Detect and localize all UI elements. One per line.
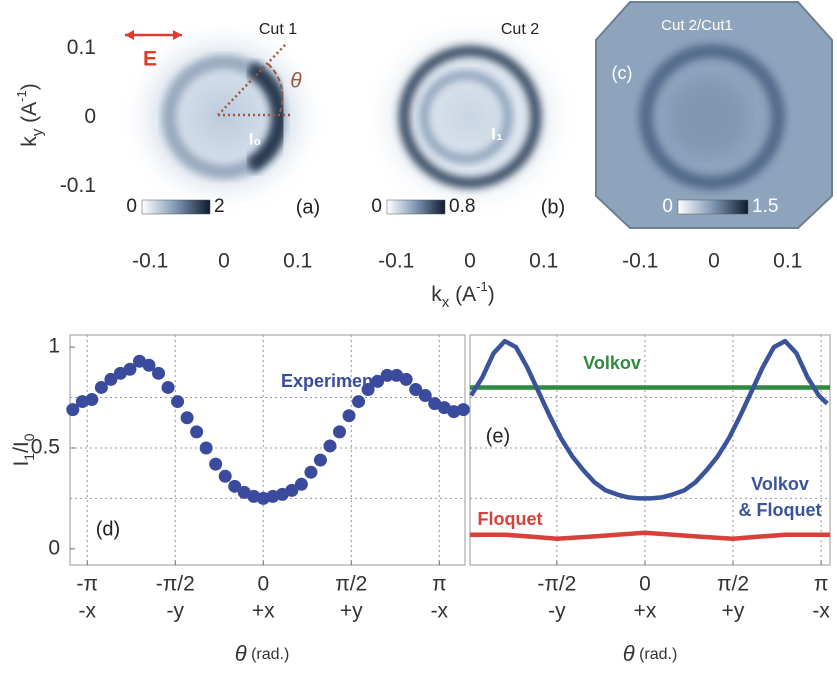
- plot-frame: [469, 334, 831, 566]
- x-tick-direction: +x: [252, 600, 275, 623]
- data-point: [313, 453, 327, 467]
- x-tick-label: -π/2: [156, 573, 195, 596]
- colorbar-tick-label: 0: [662, 196, 673, 217]
- data-point: [399, 372, 413, 386]
- data-point: [304, 465, 318, 479]
- data-point: [104, 372, 118, 386]
- x-tick-label: -0.1: [132, 250, 168, 273]
- panel-tag: (d): [96, 518, 120, 540]
- x-axis-label: θ (rad.): [235, 641, 290, 666]
- data-point: [371, 374, 385, 388]
- angle-label: θ: [290, 70, 302, 93]
- x-tick-label: π/2: [717, 573, 749, 596]
- x-tick-direction: -y: [167, 600, 185, 623]
- data-point: [209, 457, 223, 471]
- y-tick-label: 0: [48, 536, 60, 559]
- data-point: [94, 380, 108, 394]
- x-tick-direction: +x: [634, 600, 657, 623]
- image-c: [595, 1, 833, 229]
- data-point: [218, 469, 232, 483]
- x-tick-direction: -x: [79, 600, 97, 623]
- x-tick-label: 0: [639, 573, 651, 596]
- x-tick-label: 0.1: [283, 250, 312, 273]
- y-tick-label: 0.1: [67, 36, 96, 59]
- data-point: [418, 389, 432, 403]
- y-axis-label: ky (A-1): [14, 83, 47, 146]
- x-tick-label: -0.1: [622, 250, 658, 273]
- colorbar-tick-label: 1.5: [752, 196, 778, 217]
- data-point: [294, 477, 308, 491]
- x-tick-direction: +y: [340, 600, 363, 623]
- data-point: [456, 403, 470, 417]
- data-point: [180, 411, 194, 425]
- data-point: [190, 425, 204, 439]
- x-tick-label: -π/2: [537, 573, 576, 596]
- field-label: E: [143, 48, 157, 71]
- data-point: [352, 395, 366, 409]
- x-tick-label: -π: [77, 573, 98, 596]
- x-tick-label: π: [432, 573, 447, 596]
- y-tick-label: 0: [84, 105, 96, 128]
- data-point: [361, 382, 375, 396]
- x-tick-direction: -x: [431, 600, 449, 623]
- x-axis-label: θ (rad.): [623, 641, 678, 666]
- marker-label: I₀: [249, 129, 261, 148]
- x-tick-label: 0.1: [529, 250, 558, 273]
- data-point: [123, 362, 137, 376]
- x-tick-label: 0: [708, 250, 720, 273]
- x-axis-label: kx (A-1): [431, 279, 494, 312]
- data-point: [199, 441, 213, 455]
- data-point: [380, 368, 394, 382]
- data-point: [409, 382, 423, 396]
- x-tick-label: 0: [257, 573, 269, 596]
- panel-tag: (a): [296, 196, 320, 218]
- colorbar-tick-label: 0: [371, 196, 382, 217]
- data-point: [152, 366, 166, 380]
- data-point: [285, 483, 299, 497]
- data-point: [332, 425, 346, 439]
- data-point: [228, 479, 242, 493]
- series-label: Floquet: [478, 509, 543, 529]
- line-series: [469, 338, 829, 501]
- y-tick-label: 0.5: [31, 436, 60, 459]
- series-label: Volkov & Floquet: [739, 474, 822, 520]
- colorbar-tick-label: 0.8: [449, 196, 475, 217]
- series-label: Volkov: [583, 353, 641, 373]
- image-b: [360, 12, 580, 222]
- marker-label: I₁: [491, 124, 503, 143]
- x-tick-direction: +y: [722, 600, 745, 623]
- data-point: [342, 409, 356, 423]
- panel-tag: (b): [541, 196, 565, 218]
- x-tick-label: -0.1: [378, 250, 414, 273]
- panel-tag: (c): [612, 63, 633, 83]
- plot-frame: [69, 334, 466, 566]
- data-point: [161, 380, 175, 394]
- panel-label: Cut 2/Cut1: [661, 17, 733, 34]
- panel-label: Cut 1: [259, 21, 297, 38]
- data-point: [66, 403, 80, 417]
- x-tick-label: 0.1: [773, 250, 802, 273]
- data-point: [171, 395, 185, 409]
- x-tick-direction: -y: [548, 600, 566, 623]
- x-tick-label: π: [814, 573, 829, 596]
- line-series: [470, 530, 830, 542]
- panel-tag: (e): [486, 425, 510, 447]
- x-tick-label: 0: [218, 250, 230, 273]
- y-tick-label: -0.1: [60, 174, 96, 197]
- colorbar-tick-label: 0: [126, 196, 137, 217]
- x-tick-direction: -x: [812, 600, 830, 623]
- data-point: [142, 358, 156, 372]
- panel-label: Cut 2: [501, 21, 539, 38]
- x-tick-label: π/2: [335, 573, 367, 596]
- y-axis-label: I1/I0: [10, 433, 37, 466]
- colorbar-tick-label: 2: [214, 196, 225, 217]
- y-tick-label: 1: [48, 335, 60, 358]
- data-point: [85, 393, 99, 407]
- series-label: Experiment: [281, 371, 379, 391]
- data-point: [323, 439, 337, 453]
- x-tick-label: 0: [464, 250, 476, 273]
- image-a: [119, 17, 329, 217]
